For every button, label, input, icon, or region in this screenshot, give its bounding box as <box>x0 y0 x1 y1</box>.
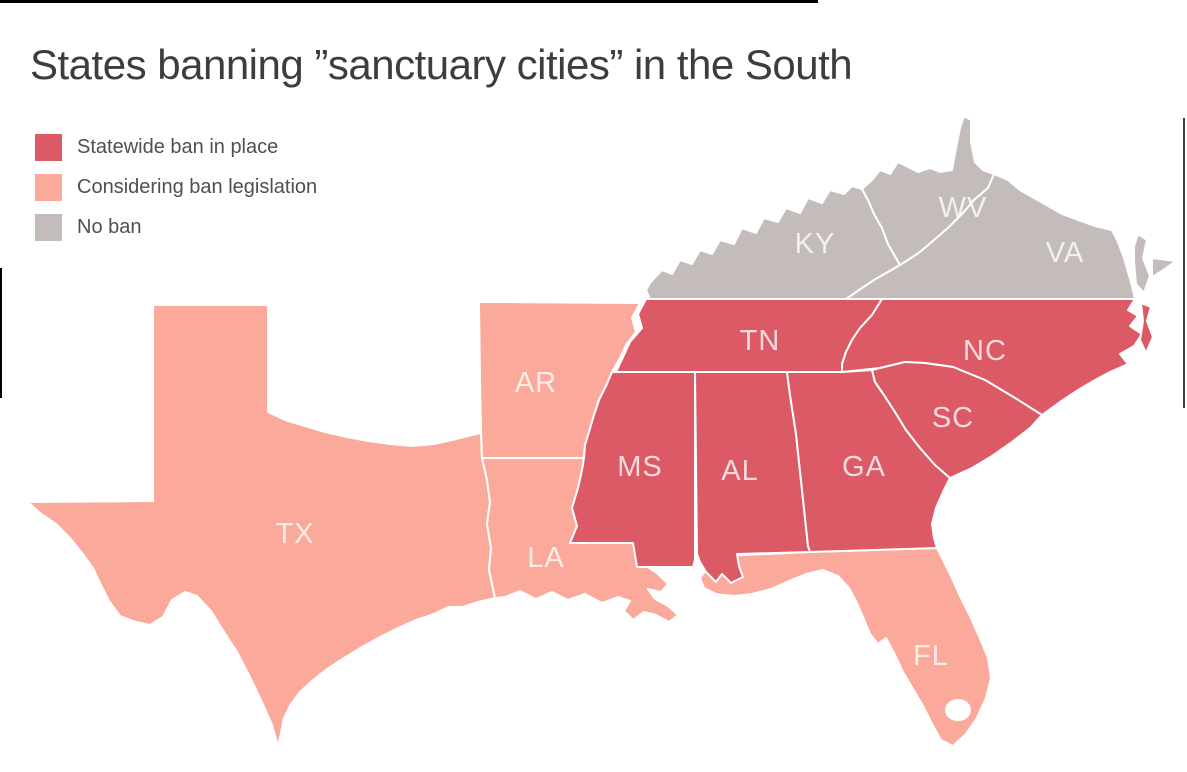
state-label-ga: GA <box>842 451 886 483</box>
state-label-ms: MS <box>617 451 663 483</box>
outer-banks <box>1139 302 1154 354</box>
window-edge-left <box>0 268 2 398</box>
state-label-fl: FL <box>913 640 949 672</box>
state-ms[interactable] <box>569 371 696 568</box>
state-label-va: VA <box>1046 237 1085 269</box>
state-label-tx: TX <box>275 518 314 550</box>
state-fl[interactable] <box>699 547 992 747</box>
legend-label-statewide-ban: Statewide ban in place <box>77 136 279 158</box>
legend-label-no-ban: No ban <box>77 216 142 238</box>
state-sc[interactable] <box>871 361 1043 479</box>
state-label-ky: KY <box>795 228 836 260</box>
lake-okeechobee <box>945 699 971 721</box>
state-label-la: LA <box>527 542 564 574</box>
legend-swatch-no-ban <box>35 214 62 241</box>
legend-label-considering: Considering ban legislation <box>77 176 318 198</box>
state-label-tn: TN <box>740 325 781 357</box>
va-eastern-shore <box>1133 233 1151 294</box>
window-edge-right <box>1183 118 1185 408</box>
state-va[interactable] <box>845 173 1136 300</box>
state-tx[interactable] <box>27 304 496 769</box>
state-label-al: AL <box>721 455 758 487</box>
state-wv[interactable] <box>861 115 995 266</box>
state-label-wv: WV <box>939 192 988 224</box>
state-label-sc: SC <box>932 402 974 434</box>
state-label-nc: NC <box>963 335 1007 367</box>
legend-item-statewide-ban[interactable]: Statewide ban in place <box>35 134 317 161</box>
window-edge-top <box>0 0 818 3</box>
legend-item-no-ban[interactable]: No ban <box>35 214 317 241</box>
legend-swatch-statewide-ban <box>35 134 62 161</box>
cape-charles-spit <box>1151 257 1177 278</box>
legend: Statewide ban in place Considering ban l… <box>35 134 317 241</box>
legend-swatch-considering <box>35 174 62 201</box>
state-ky[interactable] <box>645 185 901 300</box>
state-label-ar: AR <box>515 367 557 399</box>
chart-title: States banning ”sanctuary cities” in the… <box>30 41 853 88</box>
legend-item-considering[interactable]: Considering ban legislation <box>35 174 317 201</box>
